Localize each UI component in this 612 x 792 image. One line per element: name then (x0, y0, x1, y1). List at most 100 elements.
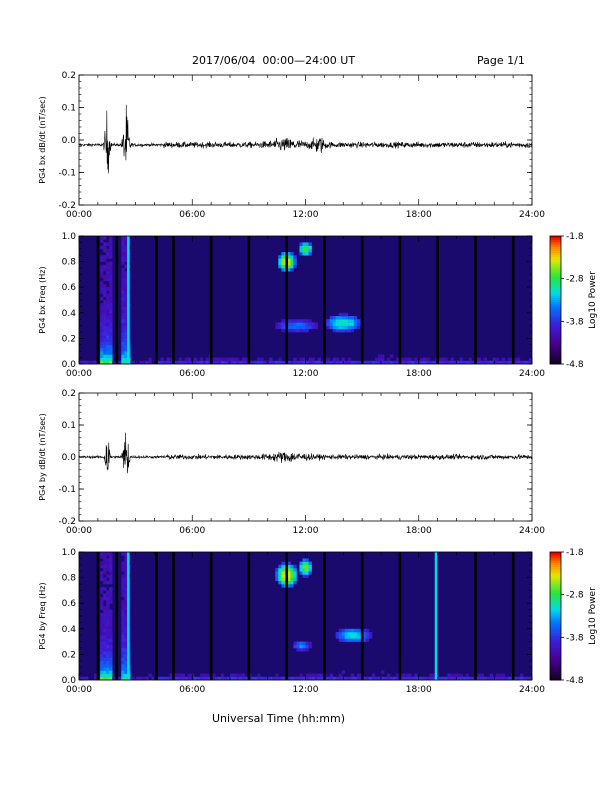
spectrogram-cell (103, 555, 107, 559)
spectrogram-cell (420, 676, 424, 681)
spectrogram-cell (139, 676, 143, 681)
spectrogram-cell (109, 561, 113, 566)
colorbar-swatch (550, 314, 561, 318)
spectrogram-cell (299, 325, 303, 330)
spectrogram-cell (85, 360, 89, 365)
spectrogram-cell (320, 673, 324, 678)
spectrogram-cell (308, 319, 312, 323)
spectrogram-cell (178, 360, 182, 365)
spectrogram-cell (308, 676, 312, 681)
spectrogram-cell (124, 280, 128, 285)
spectrogram-cell (317, 673, 321, 678)
spectrogram-cell (205, 673, 210, 678)
spectrogram-cell (103, 561, 107, 566)
colorbar-swatch (550, 611, 561, 615)
spectrogram-cell (178, 676, 182, 681)
spectrogram-cell (106, 612, 110, 617)
spectrogram-cell (130, 676, 134, 681)
colorbar-swatch (550, 327, 561, 331)
spectrogram-cell (121, 603, 125, 607)
spectrogram-cell (109, 332, 113, 336)
spectrogram-cell (281, 255, 285, 259)
colorbar-swatch (550, 586, 561, 589)
colorbar-swatch (550, 660, 561, 664)
spectrogram-cell (459, 676, 463, 681)
spectrogram-cell (438, 360, 442, 365)
colorbar-swatch (550, 265, 561, 269)
spectrogram-cell (296, 644, 300, 649)
spectrogram-cell (405, 357, 409, 362)
spectrogram-cell (287, 571, 291, 575)
spectrogram-cell (103, 552, 107, 556)
spectrogram-cell (350, 673, 355, 678)
colorbar-swatch (550, 554, 561, 557)
spectrogram-cell (299, 571, 303, 575)
spectrogram-cell (193, 360, 198, 365)
spectrogram-cell (329, 319, 333, 323)
y-tick-label: 0.0 (62, 453, 77, 463)
spectrogram-cell (338, 312, 343, 317)
data-gap (474, 236, 477, 364)
spectrogram-cell (100, 351, 104, 355)
spectrogram-cell (109, 354, 113, 358)
spectrogram-cell (124, 651, 128, 655)
spectrogram-cell (504, 676, 509, 681)
spectrogram-cell (124, 564, 128, 569)
spectrogram-cell (121, 644, 125, 649)
spectrogram-cell (350, 635, 355, 639)
spectrogram-cell (103, 274, 107, 278)
spectrogram-cell (124, 561, 128, 566)
spectrogram-cell (106, 357, 110, 362)
spectrogram-cell (356, 319, 361, 323)
spectrogram-cell (109, 322, 113, 326)
spectrogram-cell (94, 673, 98, 678)
spectrogram-cell (420, 360, 424, 365)
spectrogram-cell (124, 328, 128, 333)
spectrogram-cell (365, 676, 370, 681)
spectrogram-cell (477, 673, 481, 678)
spectrogram-cell (335, 316, 340, 320)
spectrogram-cell (308, 673, 312, 678)
spectrogram-cell (296, 325, 300, 330)
spectrogram-cell (329, 322, 333, 326)
data-gap (172, 552, 175, 680)
spectrogram-cell (100, 258, 104, 262)
spectrogram-cell (121, 290, 125, 294)
colorbar-tick-label: -1.8 (566, 232, 584, 242)
spectrogram-cell (106, 344, 110, 349)
colorbar-swatch (550, 598, 561, 602)
panel-by_dbdt: 0.2 0.1 0.0 -0.1 -0.200:00 06:00 12:00 18:00 24:… (38, 389, 545, 536)
spectrogram-cell (302, 561, 306, 566)
spectrogram-cell (169, 360, 173, 365)
spectrogram-cell (423, 357, 427, 362)
spectrogram-cell (124, 587, 128, 591)
spectrogram-cell (257, 360, 261, 365)
spectrogram-cell (405, 676, 409, 681)
spectrogram-cell (483, 357, 487, 362)
colorbar-swatch (550, 355, 561, 359)
spectrogram-cell (106, 268, 110, 272)
spectrogram-cell (121, 360, 125, 365)
spectrogram-cell (335, 322, 340, 326)
spectrogram-cell (341, 628, 346, 633)
spectrogram-cell (121, 332, 125, 336)
spectrogram-cell (278, 261, 282, 266)
spectrogram-cell (356, 676, 361, 681)
spectrogram-cell (293, 325, 297, 330)
spectrogram-cell (106, 242, 110, 246)
spectrogram-cell (109, 277, 113, 282)
spectrogram-cell (353, 635, 358, 639)
spectrogram-cell (109, 287, 113, 291)
spectrogram-cell (124, 354, 128, 358)
spectrogram-cell (347, 325, 352, 330)
spectrogram-cell (245, 357, 249, 362)
spectrogram-background (79, 236, 532, 364)
spectrogram-cell (202, 676, 207, 681)
spectrogram-cell (106, 561, 110, 566)
spectrogram-cell (377, 360, 382, 365)
spectrogram-cell (233, 673, 237, 678)
spectrogram-cell (109, 670, 113, 674)
spectrogram-cell (329, 316, 333, 320)
spectrogram-cell (103, 322, 107, 326)
colorbar-swatch (550, 656, 561, 660)
